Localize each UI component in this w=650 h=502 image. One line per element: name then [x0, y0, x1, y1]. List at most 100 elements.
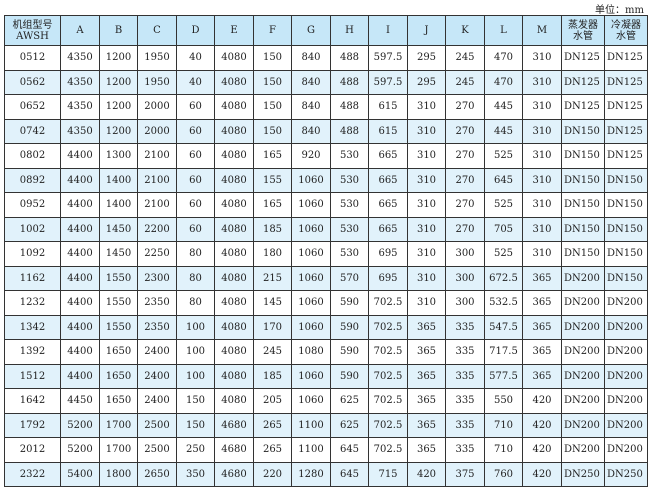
model-cell: 0652 [4, 94, 61, 120]
table-cell: DN125 [561, 69, 605, 95]
column-header-line1: G [307, 25, 315, 36]
table-cell: 365 [407, 412, 446, 438]
table-cell: 4400 [60, 314, 100, 340]
table-cell: 590 [330, 314, 369, 340]
table-cell: DN150 [604, 241, 648, 267]
table-cell: 335 [445, 314, 485, 340]
model-cell: 2322 [4, 461, 61, 487]
table-cell: 60 [176, 167, 215, 193]
table-cell: 270 [445, 192, 485, 218]
table-cell: 2100 [137, 192, 177, 218]
column-header-line2: 水管 [573, 30, 593, 42]
table-row: 1642 4450 1650 2400 150 4080 205 1060 625 702.5 36… [4, 388, 648, 414]
table-cell: 4400 [60, 363, 100, 389]
table-cell: DN200 [561, 388, 605, 414]
column-header-line1: J [424, 25, 429, 36]
column-header: 机组型号 AWSH [4, 15, 61, 46]
table-cell: 4080 [214, 388, 254, 414]
table-cell: 702.5 [368, 314, 408, 340]
table-cell: DN200 [604, 363, 648, 389]
table-row: 1232 4400 1550 2350 80 4080 145 1060 590 702.5 310… [4, 290, 648, 316]
table-cell: 1060 [291, 363, 331, 389]
table-cell: 1950 [137, 45, 177, 71]
table-cell: 1200 [99, 69, 138, 95]
table-cell: 185 [253, 216, 292, 242]
model-cell: 1512 [4, 363, 61, 389]
table-cell: 2000 [137, 118, 177, 144]
table-cell: 488 [330, 94, 369, 120]
model-cell: 1642 [4, 388, 61, 414]
table-cell: 265 [253, 437, 292, 463]
table-cell: 590 [330, 339, 369, 365]
table-cell: 2500 [137, 437, 177, 463]
table-cell: 4450 [60, 388, 100, 414]
table-cell: 2200 [137, 216, 177, 242]
table-cell: 4400 [60, 339, 100, 365]
table-cell: 245 [445, 69, 485, 95]
table-cell: 310 [522, 241, 562, 267]
column-header-line1: B [114, 25, 123, 36]
table-cell: 1550 [99, 290, 138, 316]
table-cell: 165 [253, 143, 292, 169]
table-cell: 335 [445, 363, 485, 389]
table-cell: 488 [330, 118, 369, 144]
table-row: 2012 5200 1700 2500 250 4680 265 1100 645 702.5 36… [4, 437, 648, 463]
table-cell: 310 [522, 167, 562, 193]
table-cell: 150 [253, 45, 292, 71]
table-cell: DN200 [604, 437, 648, 463]
table-cell: 530 [330, 192, 369, 218]
table-cell: 295 [407, 45, 446, 71]
table-cell: DN200 [604, 314, 648, 340]
column-header-line1: A [76, 25, 84, 36]
model-cell: 1232 [4, 290, 61, 316]
table-cell: 365 [407, 314, 446, 340]
table-cell: 375 [445, 461, 485, 487]
table-cell: 205 [253, 388, 292, 414]
table-cell: 2650 [137, 461, 177, 487]
table-cell: 1060 [291, 388, 331, 414]
table-cell: 665 [368, 167, 408, 193]
table-cell: 1100 [291, 437, 331, 463]
table-cell: 365 [522, 314, 562, 340]
model-cell: 1002 [4, 216, 61, 242]
table-cell: DN200 [561, 339, 605, 365]
table-cell: 2300 [137, 265, 177, 291]
table-cell: 4080 [214, 118, 254, 144]
column-header-line1: D [191, 25, 200, 36]
table-cell: 470 [484, 45, 523, 71]
table-cell: 4680 [214, 437, 254, 463]
table-cell: 715 [368, 461, 408, 487]
table-cell: 840 [291, 94, 331, 120]
model-cell: 1162 [4, 265, 61, 291]
column-header: D [176, 15, 215, 46]
table-cell: 4080 [214, 45, 254, 71]
table-cell: 550 [484, 388, 523, 414]
table-cell: 150 [253, 118, 292, 144]
table-cell: 220 [253, 461, 292, 487]
table-cell: DN250 [561, 461, 605, 487]
table-cell: 1800 [99, 461, 138, 487]
table-cell: 645 [330, 437, 369, 463]
table-cell: 270 [445, 216, 485, 242]
table-cell: 488 [330, 45, 369, 71]
table-cell: 840 [291, 45, 331, 71]
table-cell: 310 [407, 167, 446, 193]
table-cell: 470 [484, 69, 523, 95]
table-cell: DN150 [604, 265, 648, 291]
table-cell: 625 [330, 412, 369, 438]
table-cell: 710 [484, 412, 523, 438]
table-cell: 1060 [291, 314, 331, 340]
table-cell: 702.5 [368, 339, 408, 365]
table-cell: DN125 [604, 94, 648, 120]
table-cell: 1200 [99, 118, 138, 144]
table-cell: DN125 [561, 45, 605, 71]
table-cell: 270 [445, 94, 485, 120]
table-cell: 4080 [214, 265, 254, 291]
table-cell: 1060 [291, 265, 331, 291]
table-cell: 270 [445, 167, 485, 193]
table-cell: 185 [253, 363, 292, 389]
table-cell: DN125 [604, 143, 648, 169]
table-cell: 4400 [60, 143, 100, 169]
table-row: 0562 4350 1200 1950 40 4080 150 840 488 597.5 295 2… [4, 69, 648, 95]
table-cell: DN125 [604, 69, 648, 95]
